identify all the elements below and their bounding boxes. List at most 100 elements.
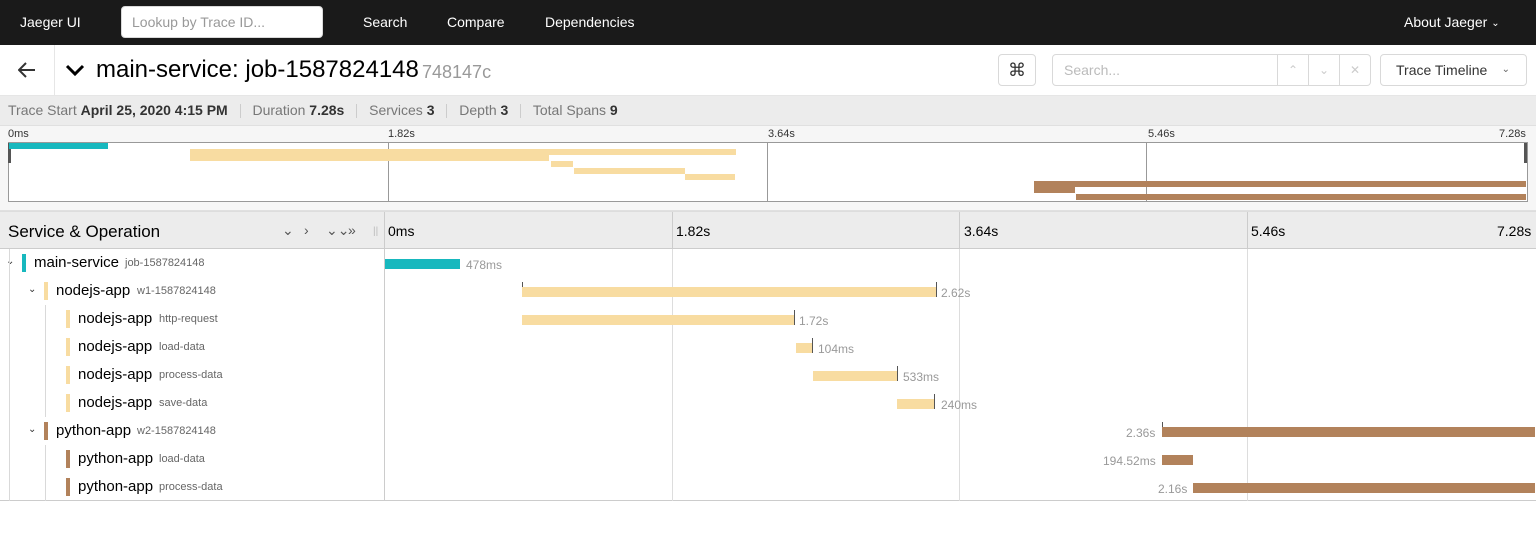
- trace-search-input[interactable]: Search...: [1052, 54, 1278, 86]
- span-bar[interactable]: [385, 259, 460, 269]
- service-color-marker: [66, 366, 70, 384]
- column-resizer-icon[interactable]: ||: [373, 226, 379, 237]
- divider: [239, 104, 241, 119]
- about-label: About Jaeger: [1404, 14, 1488, 30]
- span-row[interactable]: nodejs-app save-data 240ms: [0, 389, 1536, 417]
- services-value: 3: [426, 102, 435, 118]
- span-name-cell[interactable]: nodejs-app http-request: [0, 305, 385, 333]
- chevron-down-icon[interactable]: ⌄: [6, 256, 15, 267]
- minimap-span-bar: [574, 168, 685, 174]
- trace-header: main-service: job-1587824148 748147c ⌘ S…: [0, 45, 1536, 96]
- service-name: python-app: [78, 450, 154, 467]
- span-end-marker: [794, 310, 795, 325]
- span-name-cell[interactable]: ⌄ main-service job-1587824148: [0, 249, 385, 277]
- span-bar[interactable]: [522, 315, 794, 325]
- span-row[interactable]: python-app process-data 2.16s: [0, 473, 1536, 501]
- expand-one-icon[interactable]: ›: [304, 222, 309, 238]
- minimap-canvas[interactable]: [8, 142, 1528, 202]
- nav-search-link[interactable]: Search: [363, 14, 408, 30]
- span-bar[interactable]: [522, 287, 936, 297]
- view-mode-label: Trace Timeline: [1396, 62, 1488, 78]
- minimap-span-bar: [1034, 181, 1526, 187]
- expand-all-icon[interactable]: »: [348, 222, 356, 238]
- tree-guide: [45, 445, 46, 473]
- span-end-marker: [897, 366, 898, 381]
- chevron-up-icon: ⌃: [1287, 63, 1299, 77]
- minimap-left-handle[interactable]: [8, 143, 11, 163]
- minimap-right-handle[interactable]: [1524, 143, 1527, 163]
- timeline-gridline: [672, 249, 673, 501]
- span-name-cell[interactable]: python-app process-data: [0, 473, 385, 501]
- chevron-down-icon[interactable]: ⌄: [28, 424, 37, 435]
- next-result-button[interactable]: ⌄: [1309, 54, 1340, 86]
- span-row[interactable]: ⌄ python-app w2-1587824148 2.36s: [0, 417, 1536, 445]
- trace-title: main-service: job-1587824148: [96, 56, 419, 83]
- timeline-header: Service & Operation ⌄ › ⌄⌄ » || 0ms 1.82…: [0, 211, 1536, 249]
- nav-dependencies-link[interactable]: Dependencies: [545, 14, 635, 30]
- tree-guide: [9, 473, 10, 501]
- span-bar[interactable]: [1162, 427, 1535, 437]
- tree-guide: [45, 473, 46, 501]
- clear-search-button[interactable]: ✕: [1340, 54, 1371, 86]
- start-value: April 25, 2020 4:15 PM: [80, 102, 228, 118]
- timeline-tick: 0ms: [388, 223, 415, 239]
- operation-name: job-1587824148: [125, 257, 205, 269]
- span-row[interactable]: nodejs-app process-data 533ms: [0, 361, 1536, 389]
- about-jaeger-menu[interactable]: About Jaeger ⌄: [1404, 14, 1500, 30]
- collapse-all-icon[interactable]: ⌄⌄: [326, 222, 350, 238]
- span-name-cell[interactable]: nodejs-app save-data: [0, 389, 385, 417]
- tree-guide: [45, 305, 46, 333]
- chevron-down-icon: ⌄: [1501, 64, 1510, 75]
- nav-compare-link[interactable]: Compare: [447, 14, 505, 30]
- chevron-down-icon[interactable]: [64, 61, 86, 79]
- span-name-cell[interactable]: nodejs-app process-data: [0, 361, 385, 389]
- span-name-cell[interactable]: ⌄ nodejs-app w1-1587824148: [0, 249, 385, 305]
- operation-name: w1-1587824148: [137, 285, 216, 297]
- tree-guide: [45, 389, 46, 417]
- span-row[interactable]: ⌄ nodejs-app w1-1587824148 2.62s: [0, 249, 1536, 305]
- depth-value: 3: [500, 102, 509, 118]
- trace-id-lookup-input[interactable]: Lookup by Trace ID...: [121, 6, 323, 38]
- span-row[interactable]: ⌄ main-service job-1587824148 478ms: [0, 249, 1536, 277]
- span-duration: 478ms: [466, 258, 503, 272]
- service-color-marker: [22, 254, 26, 272]
- minimap-tick: 7.28s: [1499, 128, 1526, 140]
- span-bar[interactable]: [897, 399, 934, 409]
- services-label: Services: [369, 102, 423, 118]
- collapse-one-icon[interactable]: ⌄: [282, 222, 294, 238]
- close-icon: ✕: [1349, 63, 1361, 77]
- span-name-cell[interactable]: ⌄ python-app w2-1587824148: [0, 417, 385, 445]
- span-bar[interactable]: [796, 343, 812, 353]
- span-bar[interactable]: [813, 371, 897, 381]
- chevron-down-icon[interactable]: ⌄: [28, 284, 37, 295]
- service-name: python-app: [78, 478, 154, 495]
- top-nav: Jaeger UI Lookup by Trace ID... Search C…: [0, 0, 1536, 45]
- minimap-span-bar: [190, 149, 736, 155]
- back-button[interactable]: [0, 45, 55, 95]
- service-color-marker: [44, 282, 48, 300]
- total-spans-value: 9: [609, 102, 618, 118]
- tree-guide: [9, 249, 10, 305]
- span-duration: 104ms: [818, 342, 855, 356]
- service-color-marker: [44, 422, 48, 440]
- span-bar[interactable]: [1193, 483, 1535, 493]
- tree-guide: [9, 389, 10, 417]
- tree-guide: [9, 445, 10, 473]
- minimap-span-bar: [1076, 194, 1526, 200]
- brand-link[interactable]: Jaeger UI: [20, 14, 81, 30]
- span-name-cell[interactable]: nodejs-app load-data: [0, 333, 385, 361]
- minimap-gridline: [1146, 143, 1147, 201]
- trace-minimap[interactable]: 0ms 1.82s 3.64s 5.46s 7.28s: [0, 126, 1536, 211]
- view-mode-select[interactable]: Trace Timeline ⌄: [1380, 54, 1527, 86]
- span-row[interactable]: python-app load-data 194.52ms: [0, 445, 1536, 473]
- service-color-marker: [66, 394, 70, 412]
- service-name: nodejs-app: [78, 310, 153, 327]
- span-name-cell[interactable]: python-app load-data: [0, 445, 385, 473]
- span-row[interactable]: nodejs-app http-request 1.72s: [0, 305, 1536, 333]
- span-bar[interactable]: [1162, 455, 1193, 465]
- prev-result-button[interactable]: ⌃: [1278, 54, 1309, 86]
- keyboard-shortcuts-button[interactable]: ⌘: [998, 54, 1036, 86]
- span-row[interactable]: nodejs-app load-data 104ms: [0, 333, 1536, 361]
- trace-summary: Trace Start April 25, 2020 4:15 PM Durat…: [0, 96, 1536, 126]
- minimap-span-bar: [685, 174, 735, 180]
